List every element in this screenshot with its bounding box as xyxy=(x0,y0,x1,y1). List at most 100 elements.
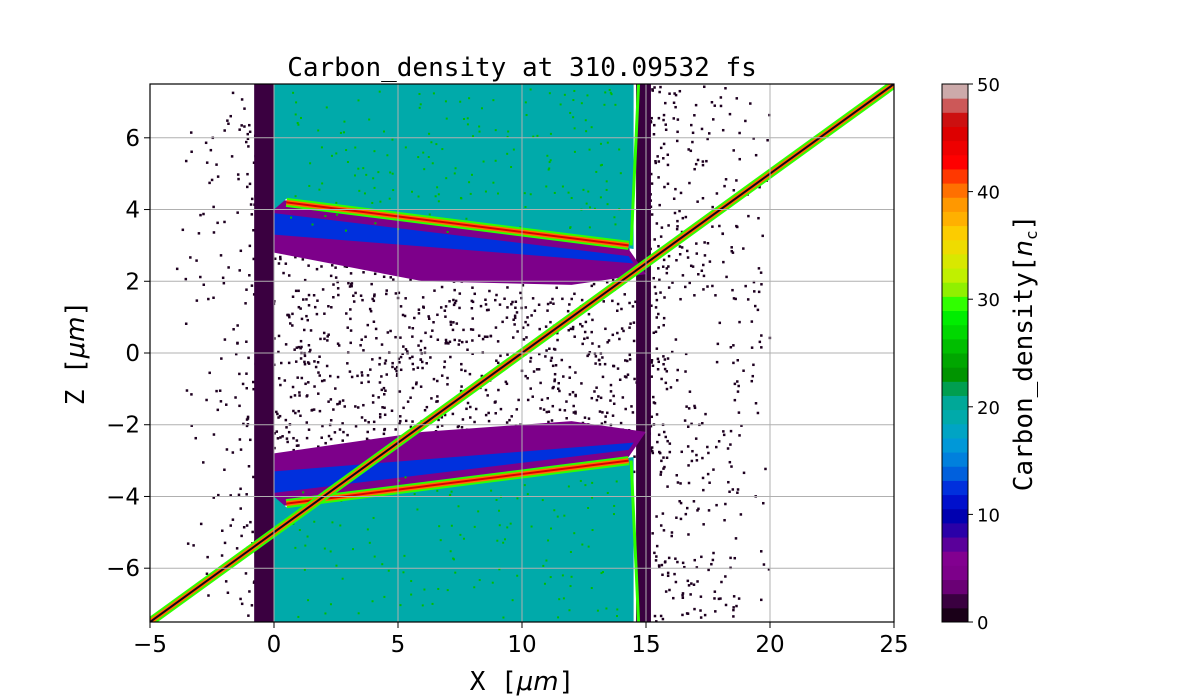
density-fluctuation xyxy=(344,229,347,232)
noise-point xyxy=(247,465,251,468)
noise-point xyxy=(718,224,721,228)
noise-point xyxy=(700,555,703,559)
noise-point xyxy=(654,160,657,163)
noise-point xyxy=(346,362,349,365)
noise-point xyxy=(349,283,353,286)
density-fluctuation xyxy=(478,130,481,133)
noise-point xyxy=(404,297,407,300)
noise-point xyxy=(291,385,295,389)
noise-point xyxy=(380,375,383,378)
noise-point xyxy=(738,157,741,161)
chart-title: Carbon_density at 310.09532 fs xyxy=(287,53,757,83)
density-fluctuation xyxy=(449,550,452,553)
noise-point xyxy=(352,294,355,298)
noise-point xyxy=(563,409,567,412)
density-fluctuation xyxy=(618,148,621,151)
noise-point xyxy=(505,316,509,319)
density-fluctuation xyxy=(561,185,564,188)
noise-point xyxy=(695,453,698,457)
noise-point xyxy=(665,267,669,270)
noise-point xyxy=(336,402,339,406)
noise-point xyxy=(359,344,362,347)
density-fluctuation xyxy=(502,541,505,544)
noise-point xyxy=(696,158,700,162)
noise-point xyxy=(595,386,598,389)
density-fluctuation xyxy=(556,515,559,518)
noise-point xyxy=(574,412,577,415)
noise-point xyxy=(609,390,613,393)
density-fluctuation xyxy=(504,538,507,541)
noise-point xyxy=(318,374,321,377)
noise-point xyxy=(419,358,422,361)
density-fluctuation xyxy=(445,117,448,120)
noise-point xyxy=(650,361,653,364)
noise-point xyxy=(676,560,679,564)
noise-point xyxy=(719,104,723,108)
noise-point xyxy=(276,437,280,440)
density-fluctuation xyxy=(582,188,585,191)
x-tick-label: 20 xyxy=(755,632,784,658)
noise-point xyxy=(567,328,571,332)
density-fluctuation xyxy=(507,130,510,133)
noise-point xyxy=(408,326,411,329)
noise-point xyxy=(184,322,188,326)
noise-point xyxy=(458,292,462,295)
noise-point xyxy=(728,112,732,116)
noise-point xyxy=(288,315,291,319)
density-fluctuation xyxy=(591,481,594,484)
density-fluctuation xyxy=(491,581,494,584)
noise-point xyxy=(670,531,674,534)
noise-point xyxy=(597,395,600,398)
noise-point xyxy=(759,550,763,553)
colorbar-level xyxy=(942,239,968,255)
density-fluctuation xyxy=(492,99,495,102)
noise-point xyxy=(371,394,375,397)
noise-point xyxy=(574,371,577,374)
density-fluctuation xyxy=(506,135,509,138)
noise-point xyxy=(444,342,447,345)
noise-point xyxy=(247,356,250,360)
noise-point xyxy=(396,372,399,376)
noise-point xyxy=(184,159,188,163)
density-fluctuation xyxy=(478,579,481,582)
density-fluctuation xyxy=(329,550,332,553)
noise-point xyxy=(238,269,241,272)
noise-point xyxy=(295,439,299,442)
noise-point xyxy=(455,322,459,325)
noise-point xyxy=(471,286,474,289)
noise-point xyxy=(465,340,468,344)
noise-point xyxy=(692,500,696,503)
noise-point xyxy=(651,451,655,455)
noise-point xyxy=(484,388,488,392)
noise-point xyxy=(468,372,472,376)
noise-point xyxy=(526,376,529,380)
noise-point xyxy=(533,309,537,312)
noise-point xyxy=(185,389,189,392)
noise-point xyxy=(279,436,282,439)
noise-point xyxy=(670,534,673,538)
noise-point xyxy=(729,429,733,433)
noise-point xyxy=(440,285,444,289)
density-fluctuation xyxy=(431,162,434,165)
noise-point xyxy=(380,343,384,346)
density-fluctuation xyxy=(525,114,528,117)
density-fluctuation xyxy=(605,607,608,610)
noise-point xyxy=(223,220,226,224)
noise-point xyxy=(674,580,678,584)
noise-point xyxy=(249,438,252,442)
noise-point xyxy=(738,320,741,324)
noise-point xyxy=(480,374,484,378)
colorbar-level xyxy=(942,140,968,156)
density-fluctuation xyxy=(570,196,573,199)
density-fluctuation xyxy=(536,134,539,137)
noise-point xyxy=(199,522,203,526)
noise-point xyxy=(679,517,683,521)
noise-point xyxy=(369,368,372,371)
noise-point xyxy=(487,419,491,423)
noise-point xyxy=(712,551,715,555)
density-fluctuation xyxy=(548,92,551,95)
noise-point xyxy=(284,262,288,265)
density-fluctuation xyxy=(351,548,354,551)
density-fluctuation xyxy=(450,490,453,493)
noise-point xyxy=(703,254,707,257)
